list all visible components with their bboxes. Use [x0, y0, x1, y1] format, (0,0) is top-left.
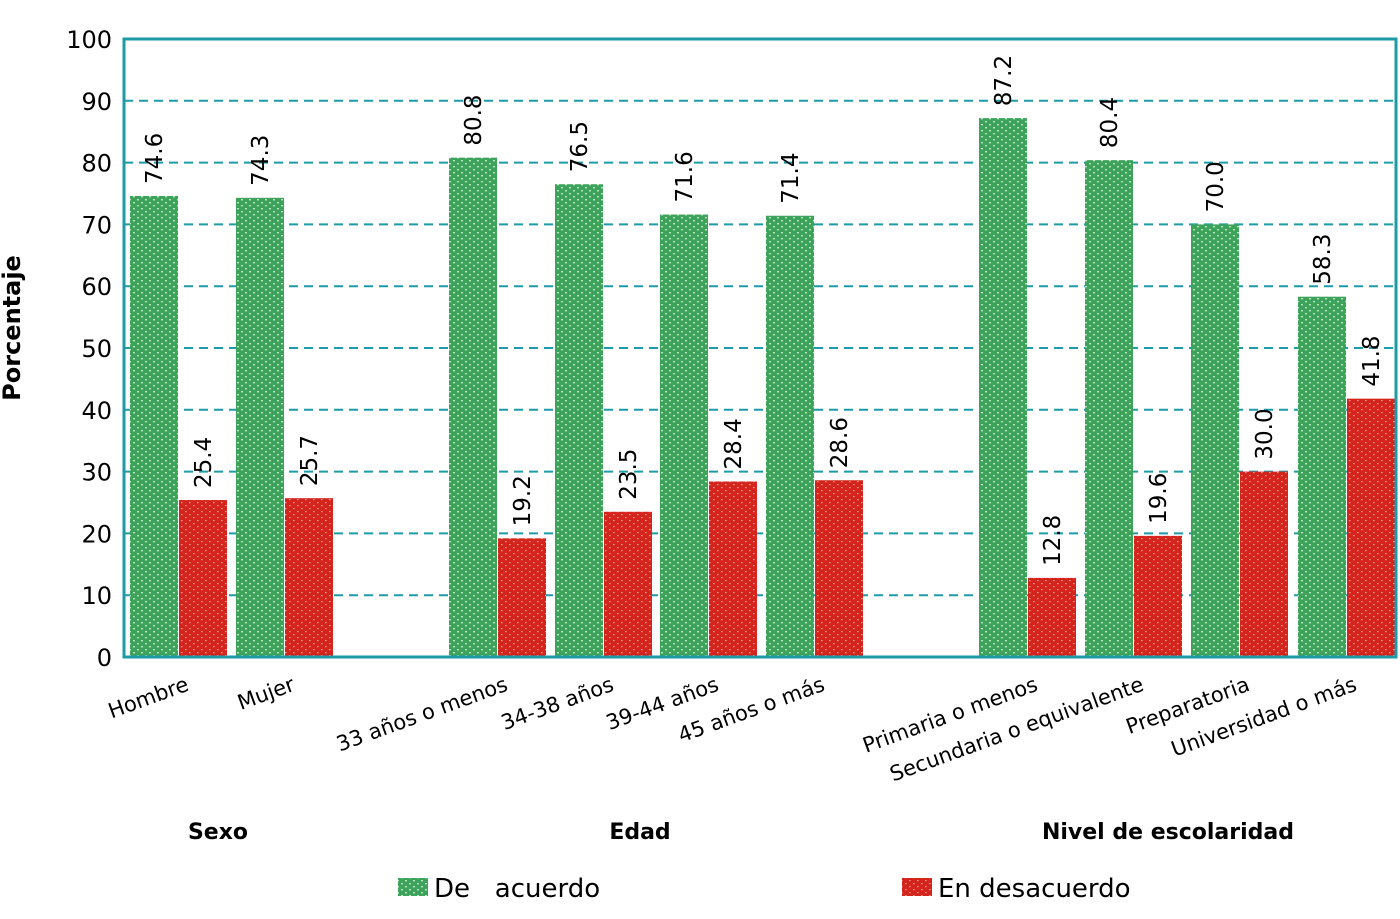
y-tick-label: 70 — [81, 211, 112, 239]
value-label: 12.8 — [1040, 515, 1066, 566]
group-label: Nivel de escolaridad — [1042, 820, 1294, 845]
bar-agree — [236, 197, 284, 658]
legend-label-agree: De acuerdo — [434, 874, 600, 904]
bar-agree — [766, 215, 814, 658]
x-category-label: Hombre — [105, 672, 192, 723]
bar-agree — [1298, 296, 1346, 657]
value-label: 70.0 — [1203, 161, 1229, 212]
value-label: 41.8 — [1359, 335, 1385, 386]
value-label: 80.8 — [461, 94, 487, 145]
group-label: Sexo — [188, 820, 248, 845]
legend-swatch-disagree — [902, 878, 932, 896]
value-label: 28.4 — [721, 418, 747, 469]
bar-agree — [449, 157, 497, 657]
bars — [130, 118, 1395, 658]
bar-agree — [979, 118, 1027, 657]
value-label: 30.0 — [1252, 408, 1278, 459]
y-tick-label: 100 — [66, 26, 112, 54]
y-tick-label: 10 — [81, 582, 112, 610]
value-label: 76.5 — [567, 121, 593, 172]
y-tick-label: 80 — [81, 150, 112, 178]
value-label: 25.4 — [191, 437, 217, 488]
x-category-label: Mujer — [234, 672, 298, 715]
value-label: 23.5 — [616, 449, 642, 500]
bar-disagree — [1347, 398, 1395, 657]
value-label: 71.6 — [672, 151, 698, 202]
y-axis-ticks: 0 10 20 30 40 50 60 70 80 90 100 — [66, 26, 112, 672]
bar-disagree — [709, 481, 757, 657]
bar-disagree — [1240, 471, 1288, 657]
bar-disagree — [498, 538, 546, 657]
bar-agree — [130, 195, 178, 658]
y-tick-label: 40 — [81, 397, 112, 425]
value-label: 19.6 — [1146, 473, 1172, 524]
bar-agree — [1085, 160, 1133, 658]
bar-disagree — [179, 500, 227, 657]
bar-agree — [660, 214, 708, 657]
legend-label-disagree: En desacuerdo — [938, 874, 1131, 904]
value-label: 87.2 — [991, 55, 1017, 106]
value-label: 28.6 — [827, 417, 853, 468]
plot-border — [122, 37, 1398, 659]
legend-swatch-agree — [398, 878, 428, 896]
x-category-label: 34-38 años — [498, 672, 617, 735]
group-label: Edad — [609, 820, 670, 845]
value-label: 74.3 — [248, 135, 274, 186]
bar-agree — [1191, 224, 1239, 657]
value-label: 80.4 — [1097, 97, 1123, 148]
bar-disagree — [815, 480, 863, 657]
bar-disagree — [1028, 577, 1076, 657]
y-axis-title: Porcentaje — [0, 255, 26, 401]
value-label: 58.3 — [1310, 233, 1336, 284]
bar-disagree — [1134, 535, 1182, 657]
x-category-label: Universidad o más — [1168, 672, 1360, 761]
value-label: 19.2 — [510, 475, 536, 526]
bar-disagree — [285, 498, 333, 657]
y-tick-label: 30 — [81, 459, 112, 487]
gridlines — [124, 99, 1396, 597]
legend: De acuerdo En desacuerdo — [398, 874, 1131, 904]
y-tick-label: 50 — [81, 335, 112, 363]
bar-disagree — [604, 511, 652, 657]
y-tick-label: 90 — [81, 88, 112, 116]
value-label: 71.4 — [778, 153, 804, 204]
plot-frame — [122, 37, 1398, 659]
y-tick-label: 0 — [97, 644, 112, 672]
bar-agree — [555, 184, 603, 658]
x-category-label: 33 años o menos — [333, 672, 510, 756]
y-tick-label: 60 — [81, 273, 112, 301]
y-tick-label: 20 — [81, 520, 112, 548]
value-label: 74.6 — [142, 133, 168, 184]
group-labels: Sexo Edad Nivel de escolaridad — [188, 820, 1294, 845]
value-labels: 74.6 74.3 80.8 76.5 71.6 71.4 87.2 80.4 70.0 58.3… — [142, 55, 1385, 566]
value-label: 25.7 — [297, 435, 323, 486]
